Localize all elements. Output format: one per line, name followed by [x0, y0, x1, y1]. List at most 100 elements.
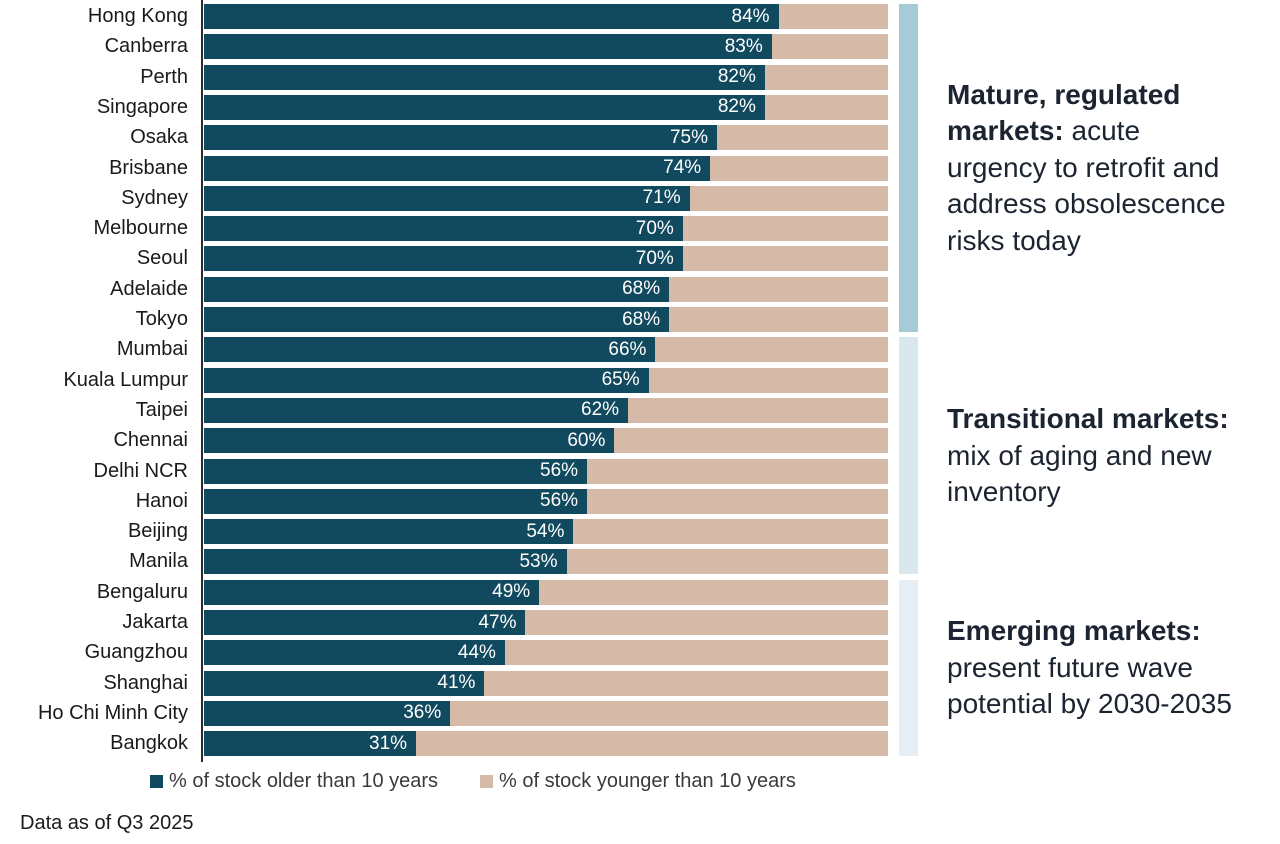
bar-value-label: 41% — [437, 672, 476, 694]
bar-track: 41% — [204, 670, 888, 696]
bar-younger-segment — [504, 640, 888, 666]
bar-track: 83% — [204, 34, 888, 60]
bar-older-segment: 62% — [204, 397, 629, 423]
city-label: Bengaluru — [96, 580, 188, 603]
legend-label: % of stock younger than 10 years — [499, 769, 796, 792]
bar-row: Guangzhou 44% — [0, 640, 888, 666]
annotation-bold-lead: Mature, regulated markets: — [947, 78, 1181, 147]
bar-track: 54% — [204, 519, 888, 545]
bar-track: 60% — [204, 428, 888, 454]
bar-older-segment: 68% — [204, 307, 670, 332]
city-label: Singapore — [96, 95, 188, 118]
bar-value-label: 84% — [731, 5, 770, 27]
city-label: Brisbane — [109, 156, 188, 179]
bar-younger-segment — [682, 246, 888, 272]
city-label: Canberra — [104, 35, 188, 58]
bar-track: 82% — [204, 64, 888, 90]
bar-value-label: 60% — [567, 429, 606, 451]
bar-older-segment: 56% — [204, 458, 588, 484]
bar-younger-segment — [682, 216, 888, 242]
group-strip-mature — [899, 4, 918, 332]
group-strip-transitional — [899, 337, 918, 575]
bar-row: Sydney 71% — [0, 185, 888, 211]
bar-row: Osaka 75% — [0, 125, 888, 151]
city-label: Hong Kong — [87, 5, 188, 27]
bar-row: Hong Kong 84% — [0, 4, 888, 29]
bar-value-label: 83% — [724, 35, 763, 57]
bar-track: 84% — [204, 4, 888, 29]
bar-younger-segment — [416, 731, 888, 757]
bar-row: Jakarta 47% — [0, 610, 888, 635]
bar-older-segment: 70% — [204, 246, 683, 272]
bar-value-label: 62% — [581, 399, 620, 421]
bar-older-segment: 56% — [204, 488, 588, 514]
group-strip-emerging — [899, 579, 918, 757]
city-label: Osaka — [130, 126, 188, 149]
bar-row: Kuala Lumpur 65% — [0, 367, 888, 393]
city-label: Beijing — [127, 520, 188, 543]
bar-value-label: 75% — [669, 126, 708, 148]
bar-older-segment: 71% — [204, 185, 690, 211]
bar-row: Seoul 70% — [0, 246, 888, 272]
city-label: Adelaide — [110, 277, 188, 300]
annotation-bold-lead: Transitional markets: — [947, 403, 1229, 435]
bar-row: Taipei 62% — [0, 397, 888, 423]
bar-row: Brisbane 74% — [0, 155, 888, 181]
bar-track: 49% — [204, 579, 888, 605]
bar-older-segment: 31% — [204, 731, 417, 757]
bar-younger-segment — [669, 276, 888, 302]
bar-older-segment: 74% — [204, 155, 711, 181]
bar-younger-segment — [771, 34, 888, 60]
bar-older-segment: 68% — [204, 276, 670, 302]
group-annotation-emerging: Emerging markets: present future wave po… — [947, 580, 1279, 757]
bar-value-label: 54% — [526, 520, 565, 542]
bar-younger-segment — [450, 700, 888, 726]
city-label: Shanghai — [103, 671, 188, 694]
bar-younger-segment — [648, 367, 888, 393]
bar-value-label: 47% — [478, 611, 517, 633]
bar-value-label: 31% — [369, 732, 408, 754]
legend-swatch-icon — [480, 774, 494, 788]
bar-older-segment: 49% — [204, 579, 540, 605]
bar-track: 70% — [204, 216, 888, 242]
bar-younger-segment — [764, 94, 888, 120]
city-label: Seoul — [136, 247, 188, 270]
bar-row: Bengaluru 49% — [0, 579, 888, 605]
bar-older-segment: 70% — [204, 216, 683, 242]
bar-younger-segment — [669, 307, 888, 332]
bar-track: 68% — [204, 276, 888, 302]
city-label: Perth — [140, 65, 188, 88]
city-label: Guangzhou — [84, 641, 188, 664]
bar-younger-segment — [778, 4, 888, 29]
bar-row: Singapore 82% — [0, 94, 888, 120]
bar-younger-segment — [587, 488, 888, 514]
bar-value-label: 53% — [519, 550, 558, 572]
bar-younger-segment — [655, 337, 888, 363]
city-label: Sydney — [121, 186, 188, 209]
bar-row: Ho Chi Minh City 36% — [0, 700, 888, 726]
legend-swatch-icon — [150, 774, 163, 788]
bar-value-label: 49% — [492, 581, 531, 603]
city-label: Hanoi — [135, 489, 188, 512]
annotation-rest: present future wave potential by 2030-20… — [947, 651, 1232, 720]
bar-younger-segment — [525, 610, 888, 635]
bar-older-segment: 54% — [204, 519, 574, 545]
bar-row: Tokyo 68% — [0, 307, 888, 332]
legend: % of stock older than 10 years % of stock… — [150, 768, 796, 794]
city-label: Melbourne — [93, 217, 188, 240]
group-annotation-transitional: Transitional markets: mix of aging and n… — [947, 337, 1279, 574]
bar-track: 31% — [204, 731, 888, 757]
bar-younger-segment — [764, 64, 888, 90]
bar-track: 56% — [204, 488, 888, 514]
bar-row: Shanghai 41% — [0, 670, 888, 696]
bar-value-label: 44% — [457, 641, 496, 663]
bar-younger-segment — [628, 397, 888, 423]
annotation-rest: acute urgency to retrofit and address ob… — [947, 115, 1226, 256]
city-label: Ho Chi Minh City — [37, 701, 188, 724]
legend-item-younger: % of stock younger than 10 years — [480, 770, 796, 793]
annotation-text: Emerging markets: present future wave po… — [947, 613, 1232, 723]
bar-track: 44% — [204, 640, 888, 666]
bar-value-label: 82% — [717, 66, 756, 88]
bar-track: 74% — [204, 155, 888, 181]
bar-value-label: 82% — [717, 96, 756, 118]
